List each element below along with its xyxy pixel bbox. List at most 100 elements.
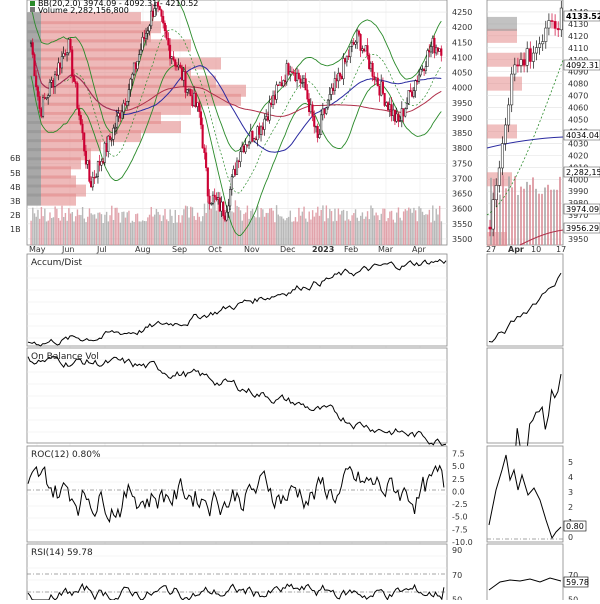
volume-bar xyxy=(322,205,324,245)
volume-bar xyxy=(318,215,321,245)
candle-body xyxy=(349,46,352,58)
price-tick-label: 3750 xyxy=(452,159,472,168)
candle-body xyxy=(378,85,381,96)
candle-body xyxy=(234,168,237,175)
volume-bar xyxy=(126,212,128,245)
candle-body xyxy=(304,78,307,91)
volume-bar xyxy=(102,222,104,245)
right-tag-box xyxy=(563,59,600,71)
right-volume-bar xyxy=(526,181,528,245)
candle-body xyxy=(414,80,417,91)
month-tick-label: Nov xyxy=(244,245,260,254)
candle-body xyxy=(126,101,129,106)
candle-body xyxy=(153,8,156,17)
volume-bar xyxy=(190,206,192,245)
volume-bar xyxy=(203,203,206,245)
candle-body xyxy=(402,108,405,117)
candle-body xyxy=(223,215,227,221)
price-tick-label: 3850 xyxy=(452,129,472,138)
candle-body xyxy=(187,89,190,91)
volume-bar xyxy=(219,201,221,245)
right-tag-box xyxy=(563,10,600,22)
month-tick-label: Oct xyxy=(208,245,222,254)
volume-bar xyxy=(81,207,84,245)
volume-bar xyxy=(71,212,73,245)
right-volume-bar xyxy=(517,194,519,245)
roc-tick-label: -2.5 xyxy=(452,500,468,509)
right-candle-body xyxy=(488,226,492,230)
volume-bar xyxy=(389,211,391,245)
candle-body xyxy=(388,104,391,110)
volume-bar xyxy=(341,210,343,245)
candle-body xyxy=(345,55,348,63)
candle-body xyxy=(381,81,384,94)
volume-bar xyxy=(370,205,372,245)
candle-body xyxy=(335,78,338,82)
volume-profile-bar xyxy=(41,66,191,79)
volume-bar xyxy=(337,208,340,245)
right-tag-ma2: 3956.29 xyxy=(566,224,599,233)
volume-bar xyxy=(148,214,151,245)
volume-bar xyxy=(172,222,175,245)
volume-bar xyxy=(243,213,245,245)
volume-bar xyxy=(301,211,304,245)
volume-bar xyxy=(327,218,329,245)
right-price-tick-label: 3950 xyxy=(568,235,588,244)
candle-body xyxy=(218,197,221,212)
candle-body xyxy=(282,80,285,87)
volume-bar xyxy=(440,221,443,245)
month-tick-label: Jul xyxy=(96,245,107,254)
volume-bar xyxy=(80,215,82,245)
rsi-line xyxy=(27,582,445,601)
candle-body xyxy=(313,116,316,127)
right-volume-profile-bar xyxy=(487,52,527,67)
month-tick-label: Feb xyxy=(344,245,358,254)
volume-bar xyxy=(329,208,331,245)
candle-body xyxy=(120,111,124,119)
volume-bar xyxy=(220,212,223,245)
right-volume-profile-bar xyxy=(487,124,517,139)
candle-body xyxy=(76,83,79,109)
volume-bar xyxy=(390,210,393,245)
right-volume-bar xyxy=(535,188,537,245)
volume-bar xyxy=(416,221,419,245)
candle-body xyxy=(390,104,393,117)
candle-body xyxy=(265,116,268,120)
candle-body xyxy=(356,30,359,43)
right-rsi-line xyxy=(488,577,562,591)
volume-bar xyxy=(30,220,32,245)
volume-bar xyxy=(426,214,429,245)
candle-body xyxy=(62,53,65,57)
volume-bar xyxy=(150,206,152,245)
volume-bar xyxy=(191,207,194,245)
volume-tick-label: 1B xyxy=(10,225,21,234)
candle-body xyxy=(311,104,314,117)
right-volume-bar xyxy=(520,186,522,245)
volume-bar xyxy=(188,217,190,245)
right-price-tick-label: 4130 xyxy=(568,20,588,29)
candle-body xyxy=(93,177,96,179)
candle-body xyxy=(35,75,38,88)
volume-bar xyxy=(90,213,92,245)
right-candle-body xyxy=(494,185,498,201)
volume-bar xyxy=(121,211,123,245)
candle-body xyxy=(397,113,400,122)
right-price-tick-label: 4110 xyxy=(568,44,588,53)
right-roc-tick-label: 2 xyxy=(568,503,573,512)
bb-label: BB(20,2.0) 3974.09 - 4092.31 - 4210.52 xyxy=(38,0,198,8)
candle-body xyxy=(431,37,434,47)
candle-body xyxy=(235,160,239,175)
volume-bar xyxy=(358,220,360,245)
volume-profile-gray xyxy=(27,166,41,179)
volume-bar xyxy=(238,207,240,245)
volume-bar xyxy=(196,212,199,245)
volume-bar xyxy=(69,213,72,245)
volume-profile-gray xyxy=(27,30,41,43)
candle-body xyxy=(332,87,335,91)
volume-bar xyxy=(231,211,233,245)
volume-bar xyxy=(305,218,307,245)
volume-bar xyxy=(435,208,437,245)
candle-body xyxy=(208,195,211,205)
volume-bar xyxy=(202,216,204,245)
candle-body xyxy=(227,205,230,213)
